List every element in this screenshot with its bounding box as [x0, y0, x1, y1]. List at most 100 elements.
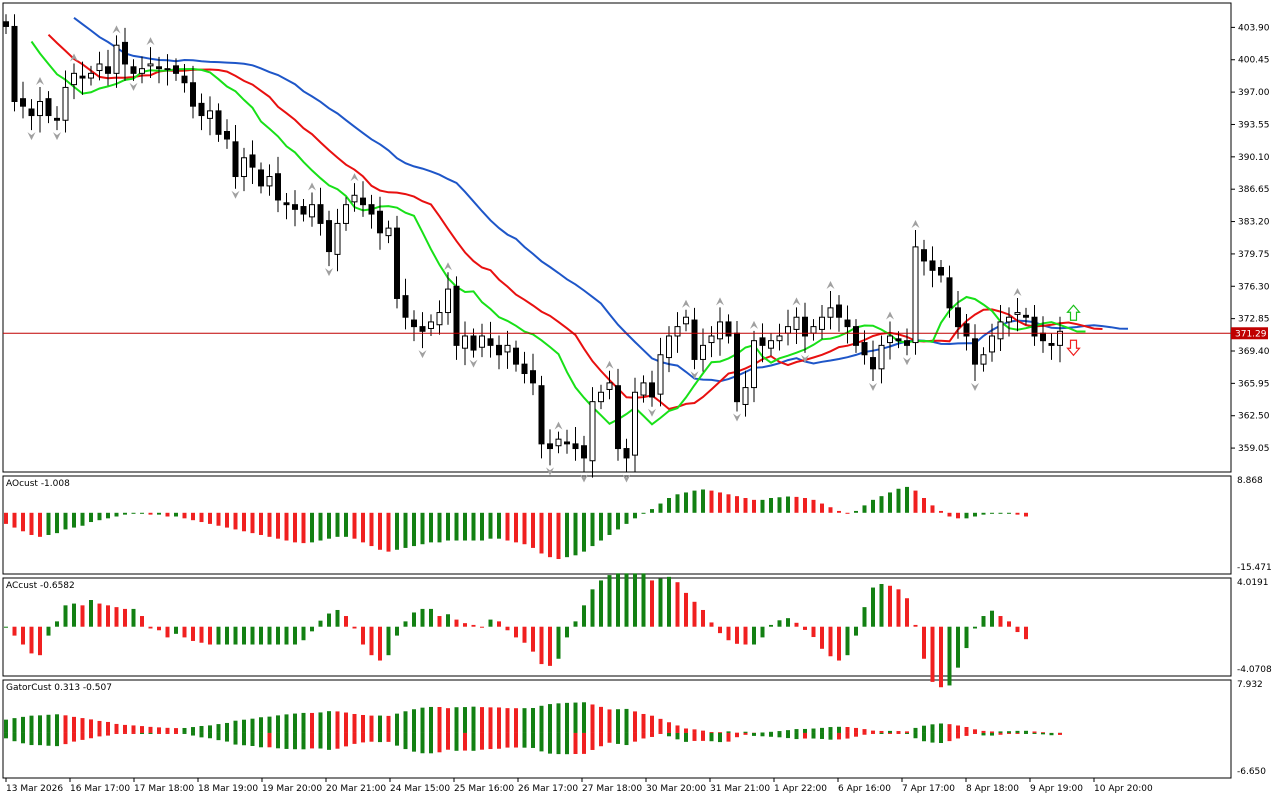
gator-lower-bar [310, 732, 314, 749]
ao-bar [811, 499, 816, 513]
ao-bar [650, 509, 654, 513]
panel-frame-gt [2, 679, 1232, 779]
ao-bar [114, 512, 119, 517]
fractal-up-icon [70, 53, 78, 62]
candle-body [71, 72, 77, 86]
ao-bar [658, 503, 663, 513]
ac-bar [692, 601, 697, 627]
ac-bar [607, 575, 612, 627]
price-tick-label: 365.95 [1238, 379, 1270, 389]
ao-bar [624, 512, 629, 524]
candle-body [504, 344, 511, 353]
gator-upper-bar [565, 702, 569, 733]
gator-lower-bar [80, 732, 85, 740]
ao-bar [267, 512, 272, 537]
gator-upper-bar [412, 709, 416, 733]
ao-bar [63, 512, 68, 530]
ao-bar [981, 512, 986, 515]
gator-lower-bar [488, 732, 493, 750]
gator-lower-bar [845, 732, 850, 739]
gator-upper-bar [208, 725, 212, 733]
candle-body [37, 100, 43, 117]
gator-upper-bar [327, 711, 331, 733]
ac-bar [947, 626, 952, 686]
candle-body [725, 321, 732, 337]
candle-body [810, 326, 817, 334]
ao-bar [726, 494, 731, 513]
ao-bar [55, 512, 59, 534]
candle-body [1040, 332, 1046, 342]
gator-upper-bar [395, 713, 399, 733]
gator-lower-bar [777, 732, 782, 738]
gator-lower-bar [233, 732, 238, 745]
gator-upper-bar [233, 720, 238, 733]
candle-body [258, 169, 264, 187]
price-tick-label: 393.55 [1238, 120, 1270, 130]
price-tick-label: 397.00 [1238, 88, 1270, 98]
ao-bar [412, 512, 416, 547]
ac-bar [242, 626, 246, 645]
ac-bar [480, 626, 484, 628]
ac-bar [633, 573, 637, 627]
fractal-up-icon [36, 76, 44, 85]
candle-body [181, 75, 188, 84]
gator-upper-bar [63, 715, 68, 733]
gator-upper-bar [658, 718, 663, 733]
fractal-down-icon [869, 383, 877, 392]
gator-upper-bar [259, 717, 263, 733]
ac-bar [344, 616, 348, 627]
candle-body [496, 344, 502, 356]
gator-lower-bar [318, 732, 323, 749]
gator-upper-bar [80, 718, 85, 733]
gator-lower-bar [854, 732, 858, 737]
price-tick-label: 369.40 [1238, 347, 1270, 357]
ao-bar [947, 512, 952, 517]
gator-lower-bar [106, 732, 110, 736]
candle-body [547, 443, 553, 450]
ac-bar [514, 626, 518, 638]
candle-body [1048, 342, 1055, 346]
ac-bar [148, 626, 153, 629]
ac-bar [293, 626, 297, 645]
candle-body [521, 363, 528, 375]
gator-upper-bar [854, 727, 858, 733]
candle-body [827, 307, 834, 318]
gator-lower-bar [225, 732, 229, 742]
gator-upper-bar [692, 729, 697, 733]
gator-upper-bar [157, 727, 161, 733]
candle-body [360, 197, 366, 206]
ao-bar [437, 512, 442, 543]
gator-upper-bar [131, 725, 136, 733]
fractal-down-icon [418, 350, 427, 359]
current-price-label: 371.29 [1235, 329, 1267, 339]
ao-bar [905, 486, 909, 513]
ac-bar [913, 624, 918, 627]
ao-bar [599, 512, 603, 541]
ao-bar [692, 490, 697, 513]
gator-upper-bar [361, 714, 365, 733]
candle-body [249, 154, 256, 168]
gator-lower-bar [55, 732, 59, 747]
ac-bar [752, 626, 756, 645]
ao-bar [284, 512, 289, 541]
ac-bar [429, 608, 433, 627]
candle-body [147, 63, 154, 67]
ao-bar [752, 499, 756, 513]
gator-upper-bar [522, 708, 527, 733]
candle-body [700, 344, 706, 360]
ao-bar [990, 512, 994, 514]
gator-upper-bar [624, 708, 629, 733]
gator-lower-bar [63, 732, 68, 745]
ao-bar [684, 492, 688, 513]
gator-lower-bar [1049, 732, 1054, 736]
gator-upper-bar [140, 726, 144, 733]
candle-body [878, 344, 885, 370]
gator-lower-bar [658, 732, 663, 734]
candle-body [130, 66, 137, 74]
gator-upper-bar [199, 726, 204, 733]
gator-upper-bar [828, 727, 833, 733]
ac-bar [403, 621, 408, 627]
gator-upper-bar [250, 718, 255, 733]
ac-bar [803, 626, 807, 630]
